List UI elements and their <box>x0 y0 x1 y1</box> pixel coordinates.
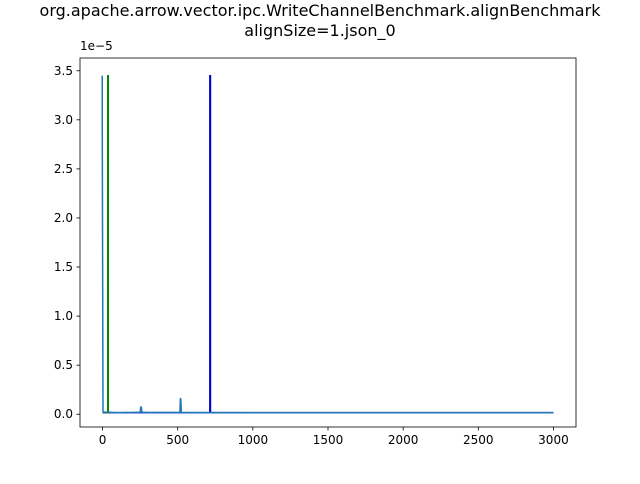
series-line-2 <box>102 74 112 414</box>
x-tick-label: 500 <box>166 433 189 447</box>
x-tick-label: 3000 <box>538 433 569 447</box>
plot-frame <box>79 57 577 428</box>
chart-title-line-1: org.apache.arrow.vector.ipc.WriteChannel… <box>39 1 601 20</box>
y-tick-label: 1.5 <box>54 260 73 274</box>
y-tick-label: 0.0 <box>54 407 73 421</box>
x-tick-label: 2000 <box>388 433 419 447</box>
y-tick-label: 3.5 <box>54 64 73 78</box>
x-tick-label: 0 <box>99 433 107 447</box>
chart-title-line-2: alignSize=1.json_0 <box>244 21 396 40</box>
series-line-3 <box>101 75 554 414</box>
y-tick-label: 0.5 <box>54 358 73 372</box>
x-tick-label: 1000 <box>238 433 269 447</box>
x-tick-label: 1500 <box>313 433 344 447</box>
y-tick-label: 3.0 <box>54 113 73 127</box>
y-tick-label: 1.0 <box>54 309 73 323</box>
y-tick-label: 2.0 <box>54 211 73 225</box>
y-axis-offset-label: 1e−5 <box>80 39 113 53</box>
y-tick-label: 2.5 <box>54 162 73 176</box>
series-line-1 <box>102 74 554 414</box>
x-tick-label: 2500 <box>463 433 494 447</box>
